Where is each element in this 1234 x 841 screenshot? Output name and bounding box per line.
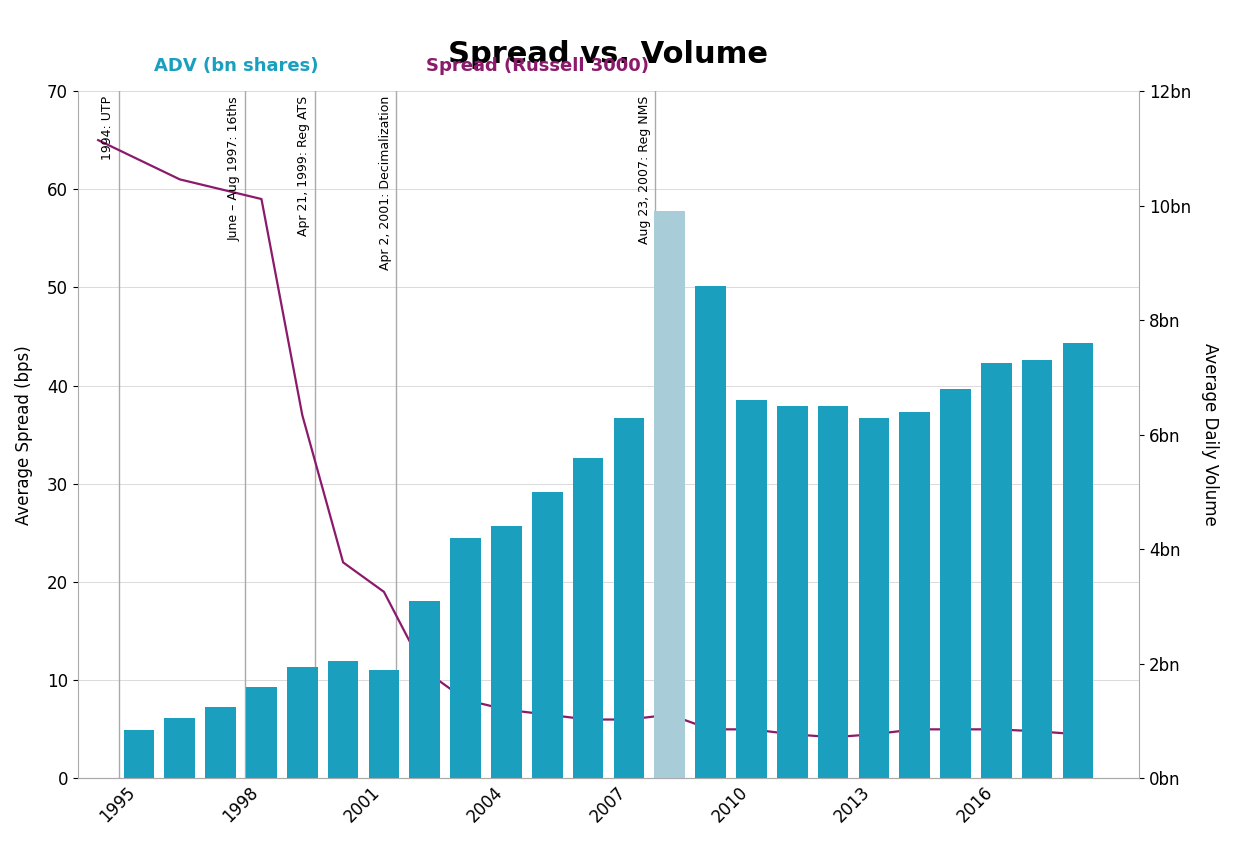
Bar: [246, 687, 276, 779]
Bar: [491, 526, 522, 779]
Bar: [777, 406, 807, 779]
Bar: [654, 211, 685, 779]
Text: Apr 2, 2001: Decimalization: Apr 2, 2001: Decimalization: [379, 96, 392, 270]
Text: June – Aug 1997: 16ths: June – Aug 1997: 16ths: [228, 96, 241, 241]
Bar: [940, 389, 971, 779]
Bar: [735, 400, 766, 779]
Bar: [613, 417, 644, 779]
Text: Apr 21, 1999: Reg ATS: Apr 21, 1999: Reg ATS: [297, 96, 311, 236]
Bar: [288, 667, 317, 779]
Bar: [532, 492, 563, 779]
Bar: [328, 661, 358, 779]
Title: Spread vs. Volume: Spread vs. Volume: [448, 40, 769, 69]
Y-axis label: Average Daily Volume: Average Daily Volume: [1201, 343, 1219, 526]
Bar: [573, 458, 603, 779]
Bar: [900, 412, 930, 779]
Bar: [818, 406, 848, 779]
Bar: [450, 538, 481, 779]
Text: ADV (bn shares): ADV (bn shares): [154, 57, 318, 76]
Bar: [1062, 343, 1093, 779]
Y-axis label: Average Spread (bps): Average Spread (bps): [15, 345, 33, 525]
Bar: [695, 286, 726, 779]
Text: Aug 23, 2007: Reg NMS: Aug 23, 2007: Reg NMS: [638, 96, 652, 244]
Bar: [859, 417, 890, 779]
Bar: [1022, 360, 1053, 779]
Bar: [205, 706, 236, 779]
Bar: [981, 363, 1012, 779]
Text: 1994: UTP: 1994: UTP: [101, 96, 115, 160]
Bar: [410, 600, 441, 779]
Bar: [123, 730, 154, 779]
Bar: [164, 718, 195, 779]
Text: Spread (Russell 3000): Spread (Russell 3000): [426, 57, 649, 76]
Bar: [369, 669, 400, 779]
